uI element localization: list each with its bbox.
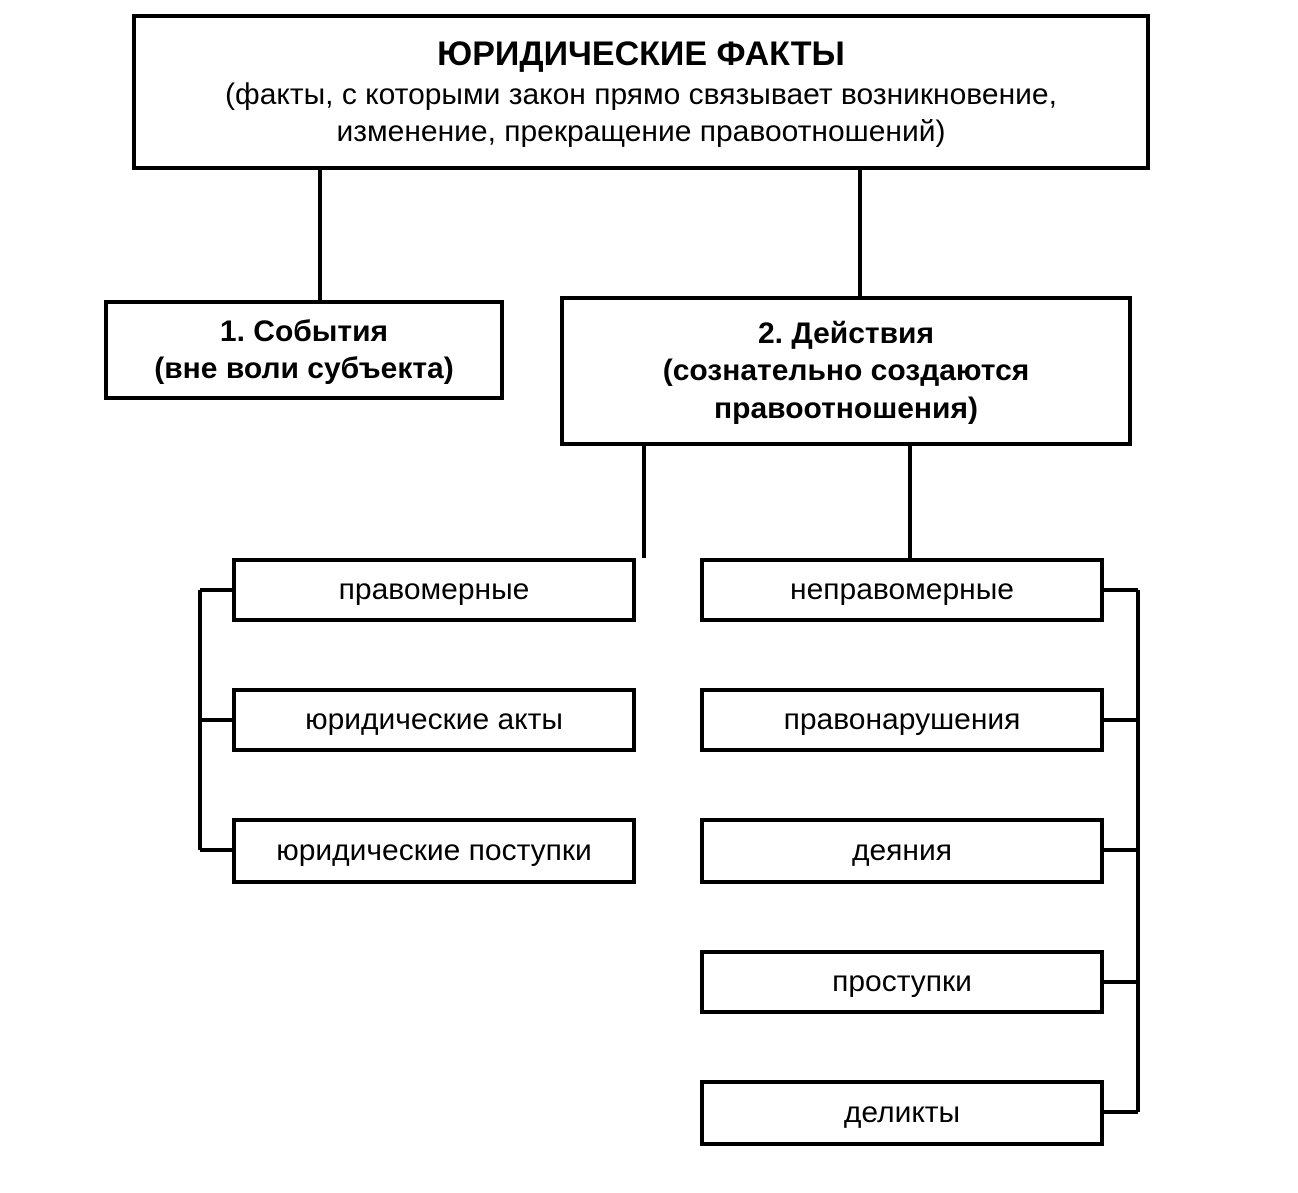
node-unlawful: неправомерные xyxy=(700,558,1104,622)
node-offenses-line-0: правонарушения xyxy=(712,701,1092,739)
node-offenses: правонарушения xyxy=(700,688,1104,752)
node-events-line-1: (вне воли субъекта) xyxy=(116,350,492,388)
node-legal-deeds-line-0: юридические поступки xyxy=(244,832,624,870)
node-lawful: правомерные xyxy=(232,558,636,622)
node-actions-line-0: 2. Действия xyxy=(572,315,1120,353)
node-actions-line-1: (сознательно создаются xyxy=(572,352,1120,390)
node-legal-acts: юридические акты xyxy=(232,688,636,752)
node-root-line-1: (факты, с которыми закон прямо связывает… xyxy=(144,76,1138,114)
node-legal-deeds: юридические поступки xyxy=(232,818,636,884)
node-events: 1. События(вне воли субъекта) xyxy=(104,300,504,400)
node-root: ЮРИДИЧЕСКИЕ ФАКТЫ(факты, с которыми зако… xyxy=(132,14,1150,170)
node-acts-line-0: деяния xyxy=(712,832,1092,870)
node-lawful-line-0: правомерные xyxy=(244,571,624,609)
node-legal-acts-line-0: юридические акты xyxy=(244,701,624,739)
node-events-line-0: 1. События xyxy=(116,313,492,351)
node-actions-line-2: правоотношения) xyxy=(572,390,1120,428)
node-unlawful-line-0: неправомерные xyxy=(712,571,1092,609)
diagram-canvas: ЮРИДИЧЕСКИЕ ФАКТЫ(факты, с которыми зако… xyxy=(0,0,1298,1193)
node-delicts: деликты xyxy=(700,1080,1104,1146)
node-acts: деяния xyxy=(700,818,1104,884)
node-root-line-0: ЮРИДИЧЕСКИЕ ФАКТЫ xyxy=(144,33,1138,76)
node-misdemeanors-line-0: проступки xyxy=(712,963,1092,1001)
node-misdemeanors: проступки xyxy=(700,950,1104,1014)
node-actions: 2. Действия(сознательно создаютсяправоот… xyxy=(560,296,1132,446)
node-delicts-line-0: деликты xyxy=(712,1094,1092,1132)
node-root-line-2: изменение, прекращение правоотношений) xyxy=(144,113,1138,151)
